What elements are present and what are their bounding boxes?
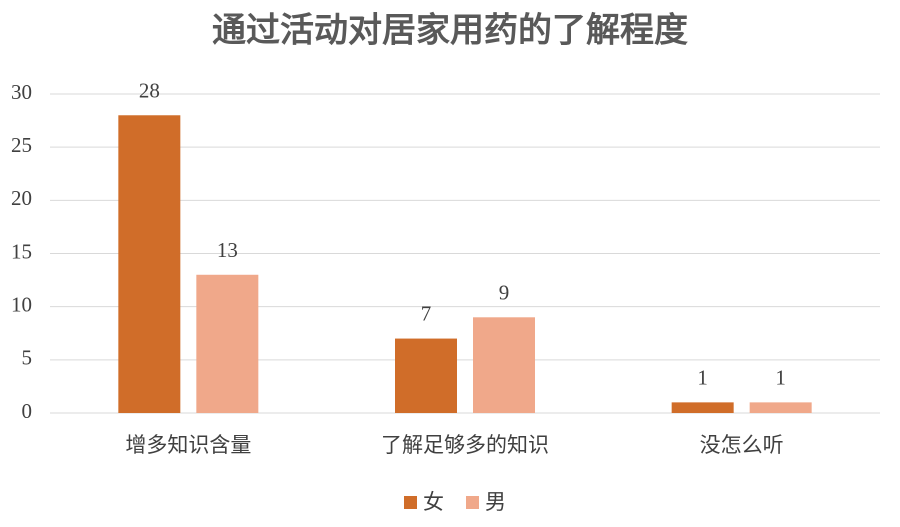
legend-swatch — [404, 496, 417, 509]
x-tick-label: 了解足够多的知识 — [381, 433, 549, 457]
chart-title: 通过活动对居家用药的了解程度 — [212, 11, 688, 51]
value-label: 9 — [499, 280, 510, 304]
y-tick-label: 10 — [11, 292, 32, 316]
value-label: 1 — [697, 365, 708, 389]
value-label: 1 — [775, 365, 786, 389]
y-tick-label: 25 — [11, 133, 32, 157]
y-tick-label: 0 — [22, 399, 33, 423]
y-tick-label: 20 — [11, 186, 32, 210]
legend-label: 女 — [423, 490, 444, 514]
x-tick-label: 增多知识含量 — [125, 433, 251, 457]
value-label: 28 — [139, 78, 160, 102]
value-label: 13 — [217, 238, 238, 262]
legend-label: 男 — [485, 490, 506, 514]
legend-swatch — [466, 496, 479, 509]
y-tick-label: 30 — [11, 80, 32, 104]
bar — [671, 402, 734, 413]
y-tick-label: 15 — [11, 239, 32, 263]
bar — [473, 317, 535, 413]
y-tick-label: 5 — [22, 346, 33, 370]
bar — [196, 274, 259, 413]
bar — [395, 338, 457, 413]
value-label: 7 — [421, 302, 432, 326]
x-tick-label: 没怎么听 — [700, 433, 784, 457]
bar — [118, 115, 181, 414]
bar — [749, 402, 812, 413]
